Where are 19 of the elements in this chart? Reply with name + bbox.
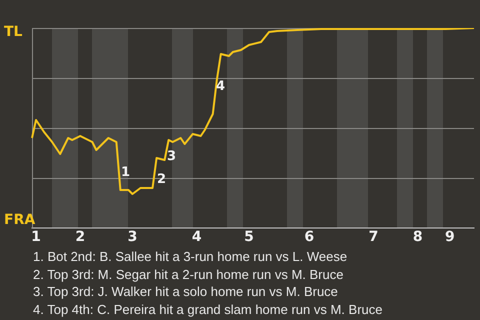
x-tick-label: 4 <box>192 229 202 246</box>
x-tick-label: 8 <box>412 229 423 246</box>
annotation: 4 <box>216 79 226 94</box>
annotation: 1 <box>121 165 130 180</box>
x-tick-label: 2 <box>75 229 86 246</box>
text: 1. Bot 2nd: B. Sallee hit a 3-run home run vs L. Weese <box>33 248 348 266</box>
annotation: 3 <box>167 149 176 164</box>
text: 3. Top 3rd: J. Walker hit a solo home run vs M. Bruce <box>33 283 339 300</box>
text: TL <box>4 24 22 40</box>
x-tick-label: 5 <box>244 229 254 246</box>
annotation: FRA <box>4 212 36 228</box>
text: 4. Top 4th: C. Pereira hit a grand slam home run vs M. Bruce <box>33 300 384 318</box>
annotation: 2 <box>157 172 166 187</box>
x-tick-label: 3 <box>128 229 138 246</box>
x-tick-label: 6 <box>304 229 314 246</box>
x-tick-label: 7 <box>368 229 378 246</box>
x-tick-label: 1 <box>31 229 41 246</box>
text: 2. Top 3rd: M. Segar hit a 2-run home run vs M. Bruce <box>33 266 344 283</box>
x-tick-label: 9 <box>445 229 455 246</box>
